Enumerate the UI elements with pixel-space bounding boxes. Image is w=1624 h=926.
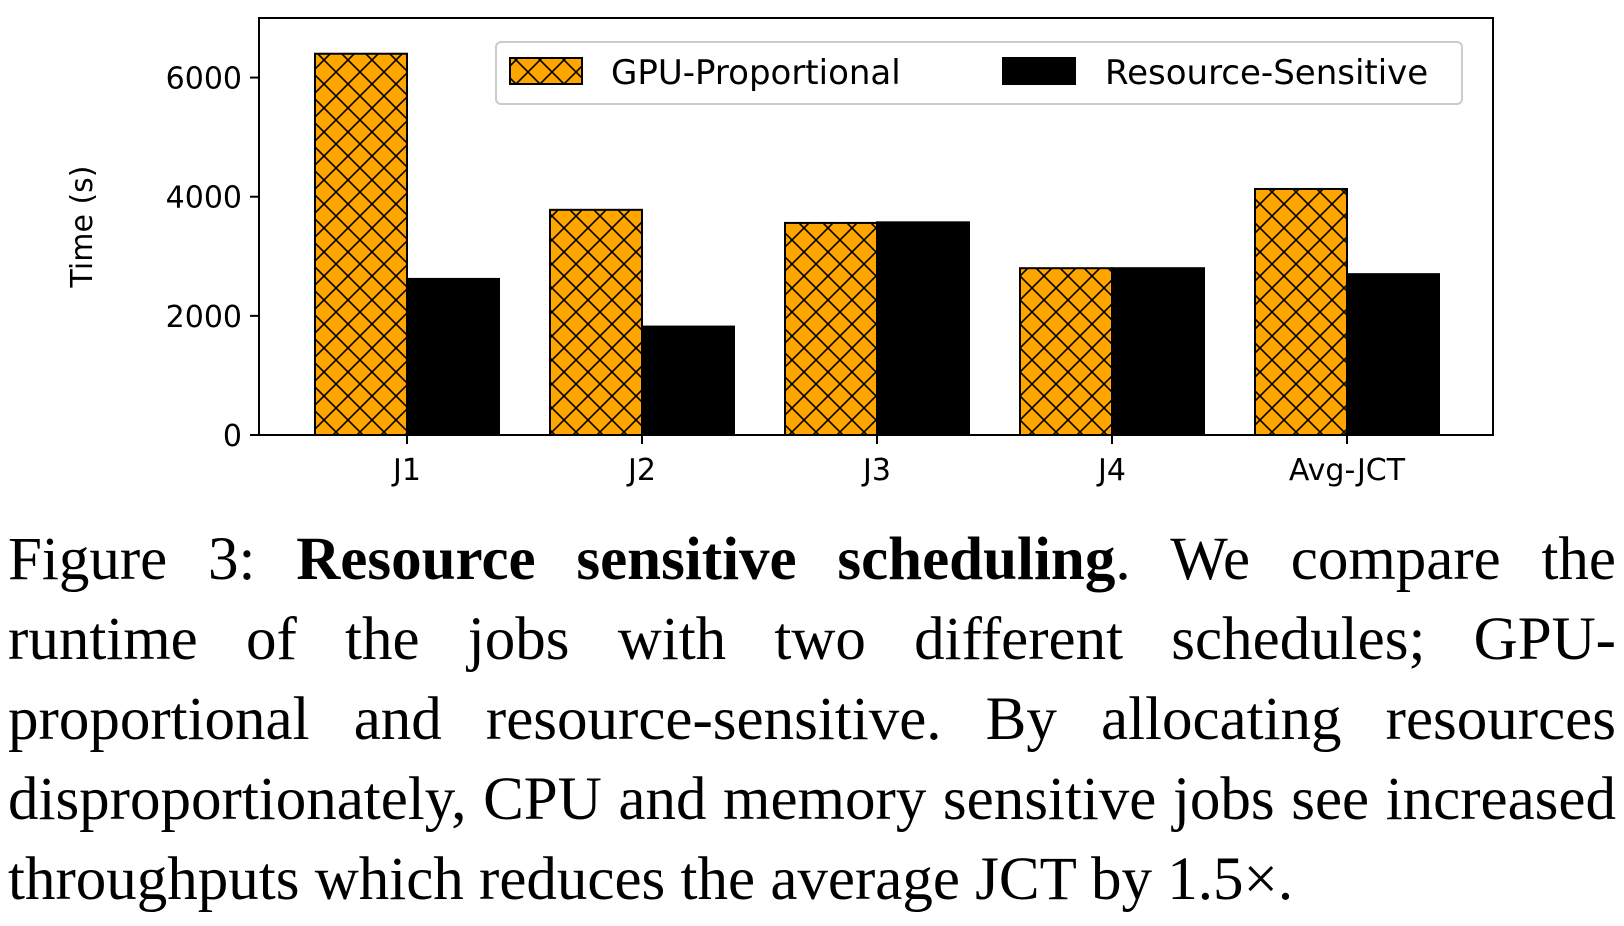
- bar-resource-sensitive-avg-jct: [1346, 273, 1440, 436]
- legend-swatch-resource-sensitive: [1002, 57, 1076, 85]
- bar-resource-sensitive-j1: [406, 277, 500, 436]
- bar-gpu-proportional-j3: [784, 221, 878, 436]
- x-tick-label-j1: J1: [391, 453, 421, 488]
- bar-chart: 0 2000 4000 6000 J1 J2 J3 J4 Avg-JCT GPU-Proport…: [65, 17, 1494, 488]
- caption-bold: Resource sensitive scheduling: [296, 526, 1116, 593]
- y-axis-label: Time (s): [65, 166, 100, 289]
- y-tick-label-2000: 2000: [166, 300, 242, 335]
- y-tick-label-4000: 4000: [166, 181, 242, 216]
- legend-label-resource-sensitive: Resource-Sensitive: [1105, 53, 1428, 93]
- bar-resource-sensitive-j4: [1111, 267, 1205, 437]
- legend: GPU-Proportional Resource-Sensitive: [495, 41, 1463, 105]
- chart-container: 0 2000 4000 6000 J1 J2 J3 J4 Avg-JCT GPU-Proport…: [65, 17, 1494, 488]
- bar-resource-sensitive-j3: [876, 221, 970, 436]
- x-tick-label-avg-jct: Avg-JCT: [1289, 453, 1406, 488]
- bar-gpu-proportional-avg-jct: [1254, 187, 1348, 436]
- x-tick-label-j2: J2: [626, 453, 656, 488]
- legend-swatch-gpu-proportional: [509, 57, 583, 85]
- y-tick-label-0: 0: [223, 419, 242, 454]
- legend-label-gpu-proportional: GPU-Proportional: [611, 53, 901, 93]
- legend-frame: [495, 41, 1463, 105]
- caption-rest: . We compare the runtime of the jobs wit…: [8, 526, 1617, 913]
- caption-prefix: Figure 3:: [8, 526, 297, 593]
- ticks-group: 0 2000 4000 6000 J1 J2 J3 J4 Avg-JCT: [166, 62, 1406, 488]
- bar-gpu-proportional-j2: [549, 208, 643, 436]
- x-tick-label-j4: J4: [1096, 453, 1126, 488]
- y-tick-label-6000: 6000: [166, 62, 242, 97]
- bar-gpu-proportional-j1: [314, 52, 408, 436]
- bar-gpu-proportional-j4: [1019, 267, 1113, 437]
- x-tick-label-j3: J3: [861, 453, 891, 488]
- bars-group: [314, 52, 1440, 437]
- figure-caption: Figure 3: Resource sensitive scheduling.…: [8, 520, 1616, 920]
- bar-resource-sensitive-j2: [641, 325, 735, 436]
